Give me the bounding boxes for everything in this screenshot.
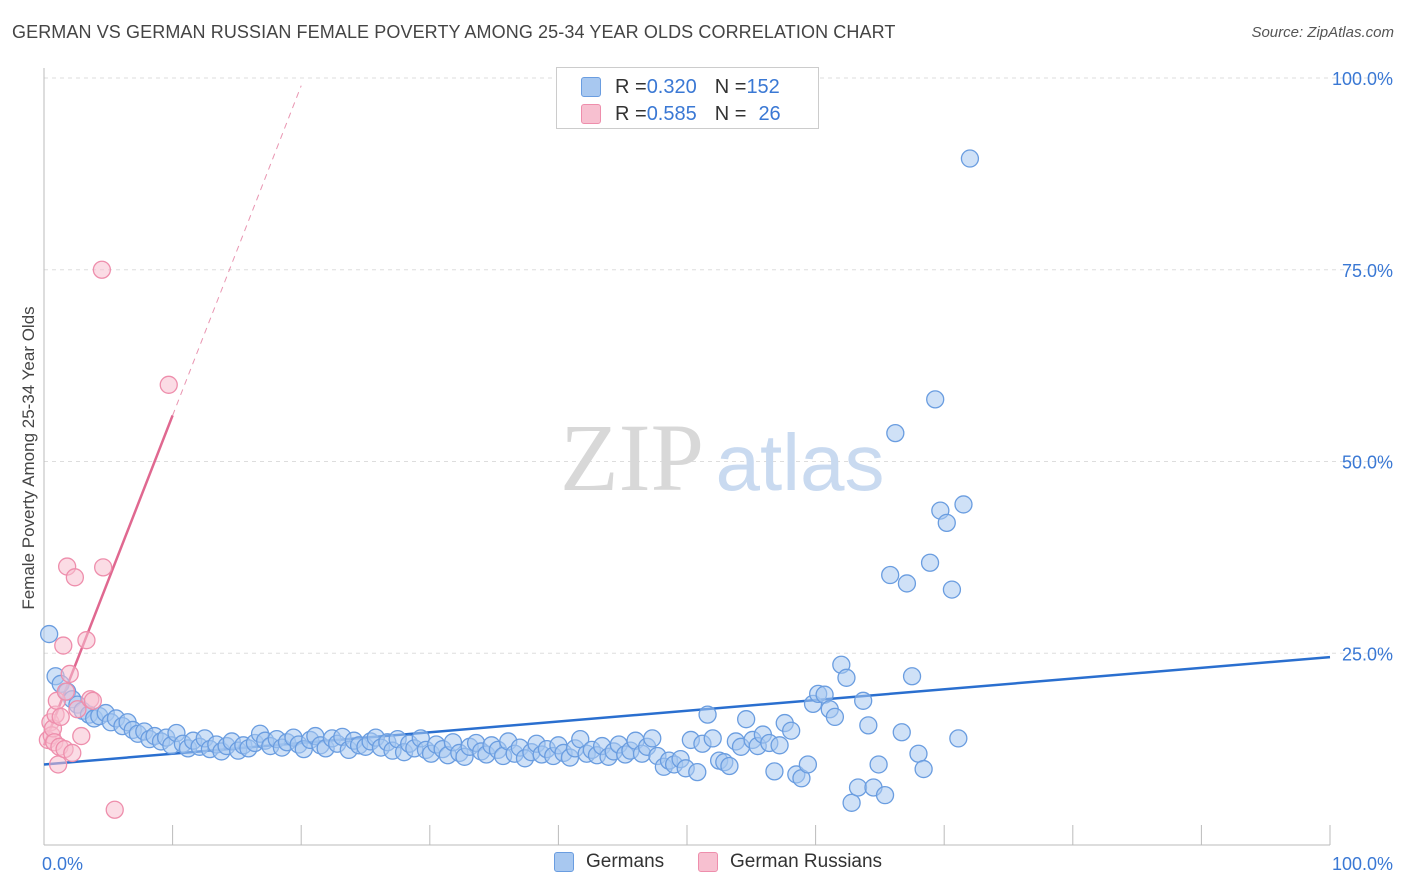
stats-legend: R = 0.320 N = 152 R = 0.585 N = 26 <box>556 67 819 129</box>
germans-point <box>854 691 873 710</box>
germans-point <box>798 755 818 774</box>
germans-point <box>825 707 845 727</box>
germans-point <box>837 668 856 687</box>
german-russians-point <box>68 700 87 719</box>
germans-point <box>909 744 928 763</box>
german-russians-point <box>56 682 76 701</box>
n-value: 26 <box>758 102 781 125</box>
germans-point <box>698 705 717 724</box>
r-label: R = <box>615 75 647 98</box>
germans-point <box>886 423 905 443</box>
germans-point <box>770 736 789 755</box>
grid-lines <box>44 77 1394 654</box>
germans-point <box>949 729 968 748</box>
german-russians-legend-swatch <box>698 852 718 872</box>
german-russians-point <box>72 726 91 746</box>
germans-point <box>765 762 784 781</box>
n-value: 152 <box>746 75 780 98</box>
germans-point <box>737 710 756 729</box>
germans-point <box>897 574 917 593</box>
germans-legend-swatch <box>554 852 574 872</box>
y-tick-label: 75.0% <box>1342 261 1393 281</box>
germans-point <box>937 513 956 533</box>
german-russians-point <box>105 800 124 819</box>
stats-legend-row-german-russians: R = 0.585 N = 26 <box>581 102 781 126</box>
series-legend: Germans German Russians <box>0 851 1406 879</box>
data-points <box>38 149 980 819</box>
x-tick-label: 100.0% <box>1332 854 1393 874</box>
germans-point <box>703 729 722 748</box>
german-russians-trend-extension <box>172 85 302 416</box>
chart-source: Source: ZipAtlas.com <box>1251 24 1394 41</box>
germans-point <box>920 553 940 572</box>
germans-point <box>688 762 707 782</box>
germans-point <box>914 759 933 779</box>
germans-point <box>782 721 801 740</box>
chart-title: GERMAN VS GERMAN RUSSIAN FEMALE POVERTY … <box>12 22 896 42</box>
germans-point <box>960 149 980 168</box>
german-russians-point <box>83 691 103 710</box>
germans-point <box>720 756 739 776</box>
r-value: 0.585 <box>646 102 697 125</box>
german-russians-swatch <box>581 104 601 124</box>
german-russians-point <box>159 375 178 394</box>
x-tick-label: 0.0% <box>42 854 83 874</box>
germans-point <box>942 580 962 599</box>
legend-item-germans[interactable]: Germans <box>554 851 664 873</box>
germans-point <box>848 778 868 797</box>
n-label: N = <box>714 102 747 125</box>
germans-point <box>902 667 922 686</box>
y-tick-label: 50.0% <box>1342 453 1393 473</box>
r-value: 0.320 <box>646 75 697 98</box>
germans-point <box>926 390 945 409</box>
german-russians-point <box>92 260 112 279</box>
german-russians-point <box>63 743 82 763</box>
y-tick-label: 25.0% <box>1342 644 1393 664</box>
german-russians-point <box>60 664 79 684</box>
watermark-atlas: atlas <box>716 418 885 507</box>
legend-label-germans: Germans <box>586 851 665 872</box>
german-russians-point <box>77 631 96 650</box>
axes <box>43 68 1331 846</box>
germans-point <box>859 716 878 735</box>
n-label: N = <box>714 75 747 98</box>
germans-point <box>954 495 973 514</box>
watermark-zip: ZIP <box>560 404 704 511</box>
y-axis-label: Female Poverty Among 25-34 Year Olds <box>19 306 38 609</box>
germans-point <box>892 723 911 742</box>
legend-label-german-russians: German Russians <box>730 851 883 872</box>
germans-point <box>881 565 900 585</box>
germans-point <box>869 755 888 774</box>
legend-item-german-russians[interactable]: German Russians <box>698 851 882 873</box>
german-russians-point <box>51 707 70 727</box>
r-label: R = <box>615 102 647 125</box>
stats-legend-row-germans: R = 0.320 N = 152 <box>581 75 780 99</box>
german-russians-point <box>54 636 73 655</box>
german-russians-point <box>48 755 68 774</box>
germans-point <box>643 729 662 748</box>
germans-swatch <box>581 77 601 97</box>
german-russians-point <box>94 558 113 577</box>
watermark: ZIP atlas <box>560 404 884 511</box>
y-tick-label: 100.0% <box>1332 69 1393 89</box>
germans-point <box>39 624 59 644</box>
germans-point <box>875 785 895 805</box>
german-russians-point <box>65 568 85 587</box>
germans-point <box>842 793 861 812</box>
tick-labels: 25.0% 50.0% 75.0% 100.0% 0.0% 100.0% <box>42 69 1393 874</box>
